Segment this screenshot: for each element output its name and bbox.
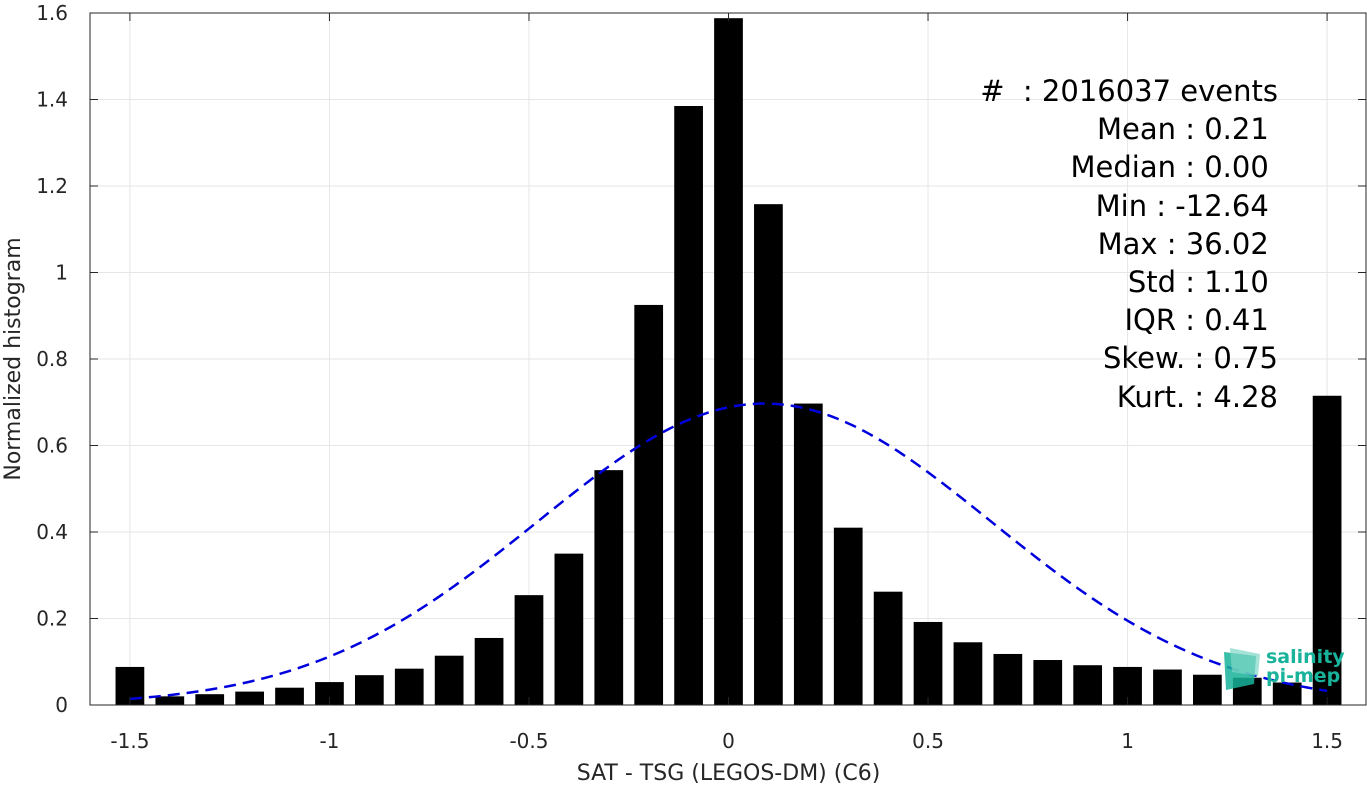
histogram-bar <box>793 403 823 705</box>
y-tick-label: 0.2 <box>36 607 68 631</box>
stat-kurt: Kurt. : 4.28 <box>1116 379 1278 414</box>
histogram-bar <box>235 691 264 705</box>
y-tick-label: 1.4 <box>36 88 68 112</box>
x-tick-label: -1.5 <box>110 729 149 753</box>
stat-max: Max : 36.02 <box>1097 226 1278 261</box>
histogram-bar <box>275 687 304 705</box>
histogram-bar <box>434 655 464 705</box>
histogram-bar <box>953 642 983 705</box>
histogram-bar <box>1312 395 1342 705</box>
stat-std: Std : 1.10 <box>1127 265 1278 300</box>
stat-iqr: IQR : 0.41 <box>1124 303 1278 338</box>
x-tick-label: 0.5 <box>912 729 944 753</box>
normal-fit-curve <box>129 402 1328 701</box>
stat-min: Min : -12.64 <box>1095 188 1278 223</box>
histogram-bar <box>354 675 384 705</box>
logo-mark-icon <box>1224 648 1260 690</box>
salinity-pimep-logo: salinity pi-mep <box>1220 646 1350 696</box>
logo-line-salinity: salinity <box>1266 646 1345 668</box>
histogram-bar <box>1033 660 1063 705</box>
y-tick-label: 0.4 <box>36 520 68 544</box>
histogram-bar <box>195 694 225 705</box>
logo-line-pimep: pi-mep <box>1266 665 1341 687</box>
histogram-bar <box>155 696 185 705</box>
histogram-bar <box>634 304 664 705</box>
histogram-bar <box>1073 665 1103 705</box>
histogram-bar <box>1193 674 1222 705</box>
y-tick-label: 0.8 <box>36 347 68 371</box>
y-tick-label: 1.6 <box>36 1 68 25</box>
histogram-bar <box>1272 682 1302 705</box>
histogram-bar <box>394 668 424 705</box>
x-tick-label: 1 <box>1121 729 1134 753</box>
stat-median: Median : 0.00 <box>1070 150 1278 185</box>
axis-ticks: -1.5 -1 -0.5 0 0.5 1 1.5 0 0.2 0.4 0.6 0.8 1 1.2 1.4 1.… <box>36 1 1366 753</box>
histogram-bar <box>993 653 1023 705</box>
histogram-bars <box>115 18 1342 706</box>
stat-events: # : 2016037 events <box>980 74 1278 108</box>
y-tick-label: 0.6 <box>36 434 68 458</box>
histogram-bar <box>474 637 504 705</box>
x-axis-label: SAT - TSG (LEGOS-DM) (C6) <box>577 761 881 785</box>
histogram-bar <box>833 527 863 705</box>
x-tick-label: -0.5 <box>509 729 548 753</box>
histogram-bar <box>1153 669 1182 705</box>
logo-text: salinity pi-mep <box>1266 648 1345 686</box>
y-tick-label: 0 <box>55 693 68 717</box>
x-tick-label: -1 <box>319 729 339 753</box>
histogram-bar <box>554 553 584 705</box>
histogram-bar <box>873 591 903 705</box>
histogram-bar <box>674 105 703 706</box>
x-tick-label: 1.5 <box>1311 729 1343 753</box>
stat-mean: Mean : 0.21 <box>1096 112 1278 147</box>
histogram-bar <box>594 470 624 705</box>
histogram-bar <box>714 18 743 705</box>
stat-skew: Skew. : 0.75 <box>1102 341 1278 376</box>
histogram-bar <box>913 621 943 705</box>
x-tick-label: 0 <box>722 729 735 753</box>
y-tick-label: 1.2 <box>36 174 68 198</box>
histogram-bar <box>514 595 544 705</box>
y-axis-label: Normalized histogram <box>1 237 26 480</box>
y-tick-label: 1 <box>55 261 68 285</box>
statistics-panel: # : 2016037 events Mean : 0.21 Median : … <box>980 72 1278 416</box>
histogram-bar <box>315 682 344 705</box>
histogram-bar <box>754 204 783 706</box>
